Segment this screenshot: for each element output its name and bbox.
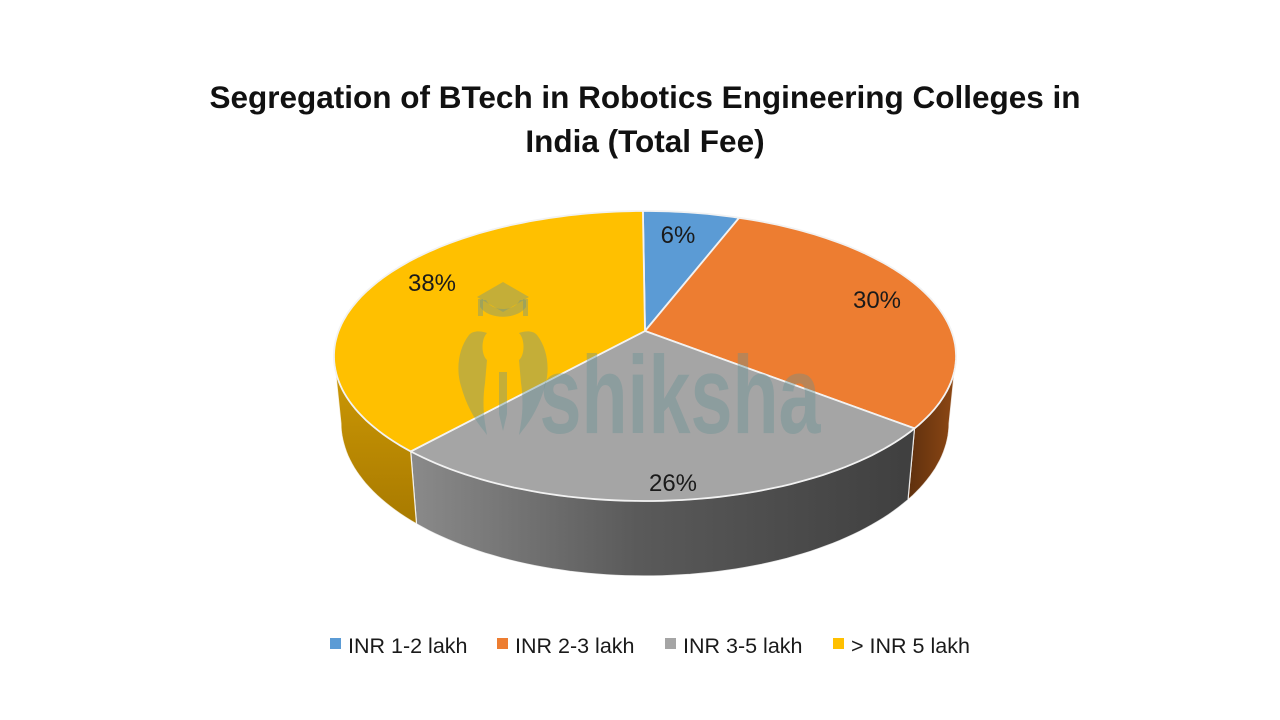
- svg-text:shiksha: shiksha: [540, 334, 822, 457]
- svg-text:6%: 6%: [661, 222, 696, 249]
- svg-text:38%: 38%: [408, 270, 456, 297]
- svg-text:30%: 30%: [853, 287, 901, 314]
- svg-text:26%: 26%: [649, 470, 697, 497]
